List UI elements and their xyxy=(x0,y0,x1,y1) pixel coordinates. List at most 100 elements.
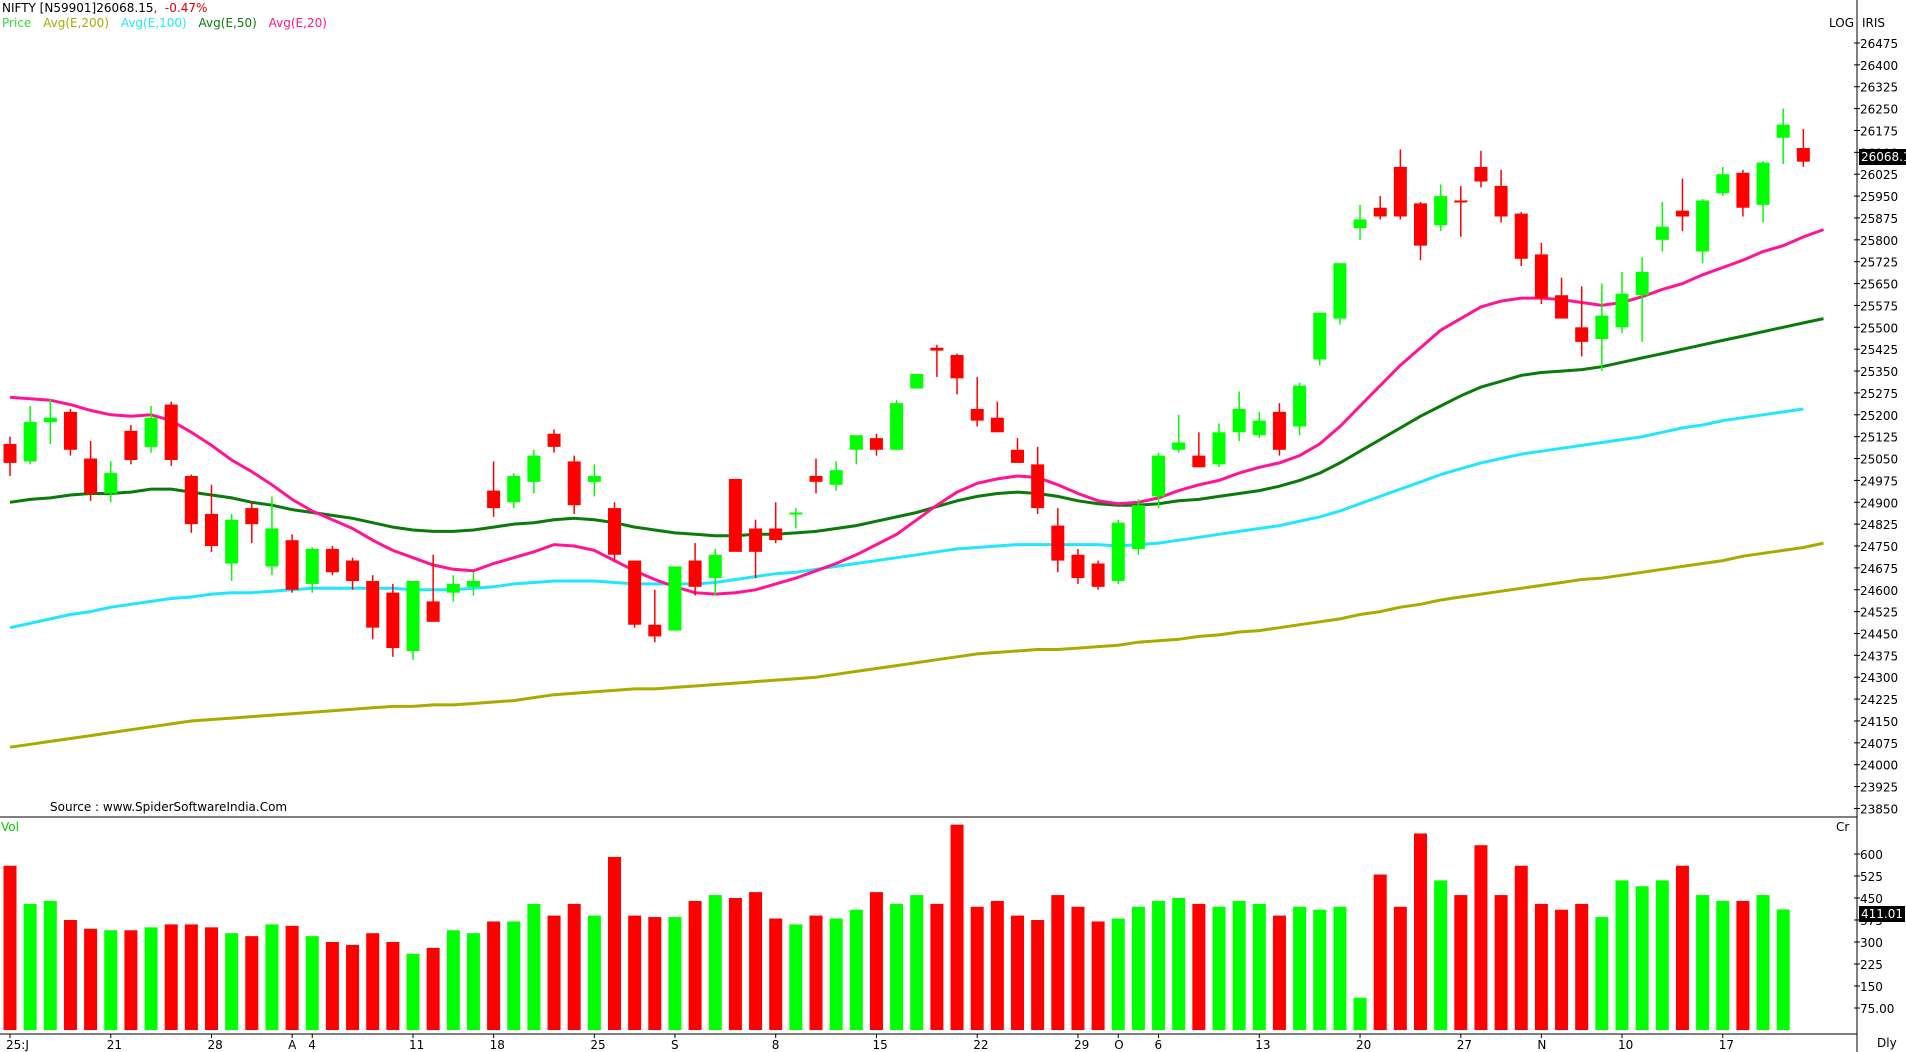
volume-bar[interactable] xyxy=(1494,895,1508,1030)
volume-bar[interactable] xyxy=(708,895,722,1030)
candle-body[interactable] xyxy=(1434,196,1448,226)
candle-body[interactable] xyxy=(1172,442,1186,450)
volume-bar[interactable] xyxy=(1293,906,1307,1030)
volume-bar[interactable] xyxy=(1051,895,1065,1030)
volume-bar[interactable] xyxy=(1454,895,1468,1030)
volume-bar[interactable] xyxy=(1232,900,1246,1030)
volume-bar[interactable] xyxy=(1313,909,1327,1030)
candle-body[interactable] xyxy=(406,581,420,651)
volume-bar[interactable] xyxy=(789,924,803,1030)
volume-bar[interactable] xyxy=(305,936,319,1030)
volume-bar[interactable] xyxy=(869,892,883,1030)
candle-body[interactable] xyxy=(930,347,944,351)
volume-bar[interactable] xyxy=(970,906,984,1030)
candle-body[interactable] xyxy=(628,560,642,625)
candle-body[interactable] xyxy=(547,433,561,447)
candle-body[interactable] xyxy=(1414,203,1427,246)
candle-body[interactable] xyxy=(1514,213,1528,259)
volume-bar[interactable] xyxy=(1071,906,1085,1030)
candle-body[interactable] xyxy=(1131,505,1145,549)
volume-bar[interactable] xyxy=(990,900,1004,1030)
volume-bar[interactable] xyxy=(1514,865,1528,1030)
candle-body[interactable] xyxy=(1232,408,1246,433)
volume-bar[interactable] xyxy=(1575,903,1589,1030)
candle-body[interactable] xyxy=(1152,455,1166,497)
volume-bar[interactable] xyxy=(164,924,178,1030)
volume-bar[interactable] xyxy=(547,915,561,1030)
candle-body[interactable] xyxy=(184,476,198,525)
volume-bar[interactable] xyxy=(1736,900,1750,1030)
candle-body[interactable] xyxy=(1575,327,1589,342)
volume-bar[interactable] xyxy=(225,933,239,1030)
volume-bar[interactable] xyxy=(1534,903,1548,1030)
candle-body[interactable] xyxy=(1011,449,1024,463)
volume-bar[interactable] xyxy=(325,942,339,1030)
candle-body[interactable] xyxy=(1393,166,1407,217)
volume-bar[interactable] xyxy=(1333,906,1347,1030)
volume-bar[interactable] xyxy=(1091,921,1105,1030)
candle-body[interactable] xyxy=(205,513,218,547)
candle-body[interactable] xyxy=(608,508,621,555)
volume-bar[interactable] xyxy=(346,944,360,1030)
candle-body[interactable] xyxy=(708,554,722,579)
candle-body[interactable] xyxy=(869,438,883,450)
candle-body[interactable] xyxy=(849,435,863,450)
volume-bar[interactable] xyxy=(446,930,460,1030)
volume-bar[interactable] xyxy=(1131,906,1145,1030)
candle-body[interactable] xyxy=(305,548,319,584)
volume-bar[interactable] xyxy=(849,909,863,1030)
candle-body[interactable] xyxy=(1736,172,1750,208)
candle-body[interactable] xyxy=(1091,563,1105,587)
volume-bar[interactable] xyxy=(668,917,682,1030)
volume-bar[interactable] xyxy=(1716,900,1730,1030)
candle-body[interactable] xyxy=(809,476,823,482)
candle-body[interactable] xyxy=(1272,411,1286,450)
volume-bar[interactable] xyxy=(84,928,98,1030)
volume-bar[interactable] xyxy=(466,933,480,1030)
volume-bar[interactable] xyxy=(124,930,138,1030)
candle-body[interactable] xyxy=(1313,312,1327,360)
volume-bar[interactable] xyxy=(426,947,440,1030)
candle-body[interactable] xyxy=(970,408,984,421)
candle-body[interactable] xyxy=(325,548,339,573)
volume-bar[interactable] xyxy=(1152,900,1166,1030)
candle-body[interactable] xyxy=(688,560,702,587)
volume-bar[interactable] xyxy=(890,903,904,1030)
volume-bar[interactable] xyxy=(184,924,198,1030)
volume-bar[interactable] xyxy=(43,900,57,1030)
volume-bar[interactable] xyxy=(1635,886,1649,1030)
candle-body[interactable] xyxy=(648,624,662,637)
candle-body[interactable] xyxy=(104,473,118,494)
volume-bar[interactable] xyxy=(205,927,218,1030)
candle-body[interactable] xyxy=(1696,200,1710,252)
candle-body[interactable] xyxy=(265,528,279,567)
candle-body[interactable] xyxy=(366,581,380,628)
volume-bar[interactable] xyxy=(366,933,380,1030)
volume-bar[interactable] xyxy=(829,918,843,1030)
candle-body[interactable] xyxy=(1031,464,1045,509)
candle-body[interactable] xyxy=(1051,525,1065,561)
candle-body[interactable] xyxy=(164,404,178,460)
volume-bar[interactable] xyxy=(1011,915,1024,1030)
candle-body[interactable] xyxy=(950,355,964,379)
legend-ema200[interactable]: Avg(E,200) xyxy=(43,16,109,30)
volume-bar[interactable] xyxy=(587,915,601,1030)
candle-body[interactable] xyxy=(567,461,581,506)
volume-bar[interactable] xyxy=(567,903,581,1030)
volume-bar[interactable] xyxy=(1615,880,1629,1030)
candle-body[interactable] xyxy=(728,478,742,552)
volume-bar[interactable] xyxy=(507,921,521,1030)
volume-bar[interactable] xyxy=(1555,909,1569,1030)
volume-bar[interactable] xyxy=(1474,845,1488,1030)
volume-bar[interactable] xyxy=(1272,915,1286,1030)
candle-body[interactable] xyxy=(1675,210,1689,217)
candle-body[interactable] xyxy=(1373,207,1387,217)
legend-ema20[interactable]: Avg(E,20) xyxy=(268,16,327,30)
candle-body[interactable] xyxy=(23,422,37,462)
legend-ema100[interactable]: Avg(E,100) xyxy=(120,16,187,30)
volume-bar[interactable] xyxy=(144,927,158,1030)
volume-bar[interactable] xyxy=(688,900,702,1030)
candle-body[interactable] xyxy=(749,528,763,552)
candle-body[interactable] xyxy=(446,583,460,593)
volume-bar[interactable] xyxy=(1353,997,1367,1030)
